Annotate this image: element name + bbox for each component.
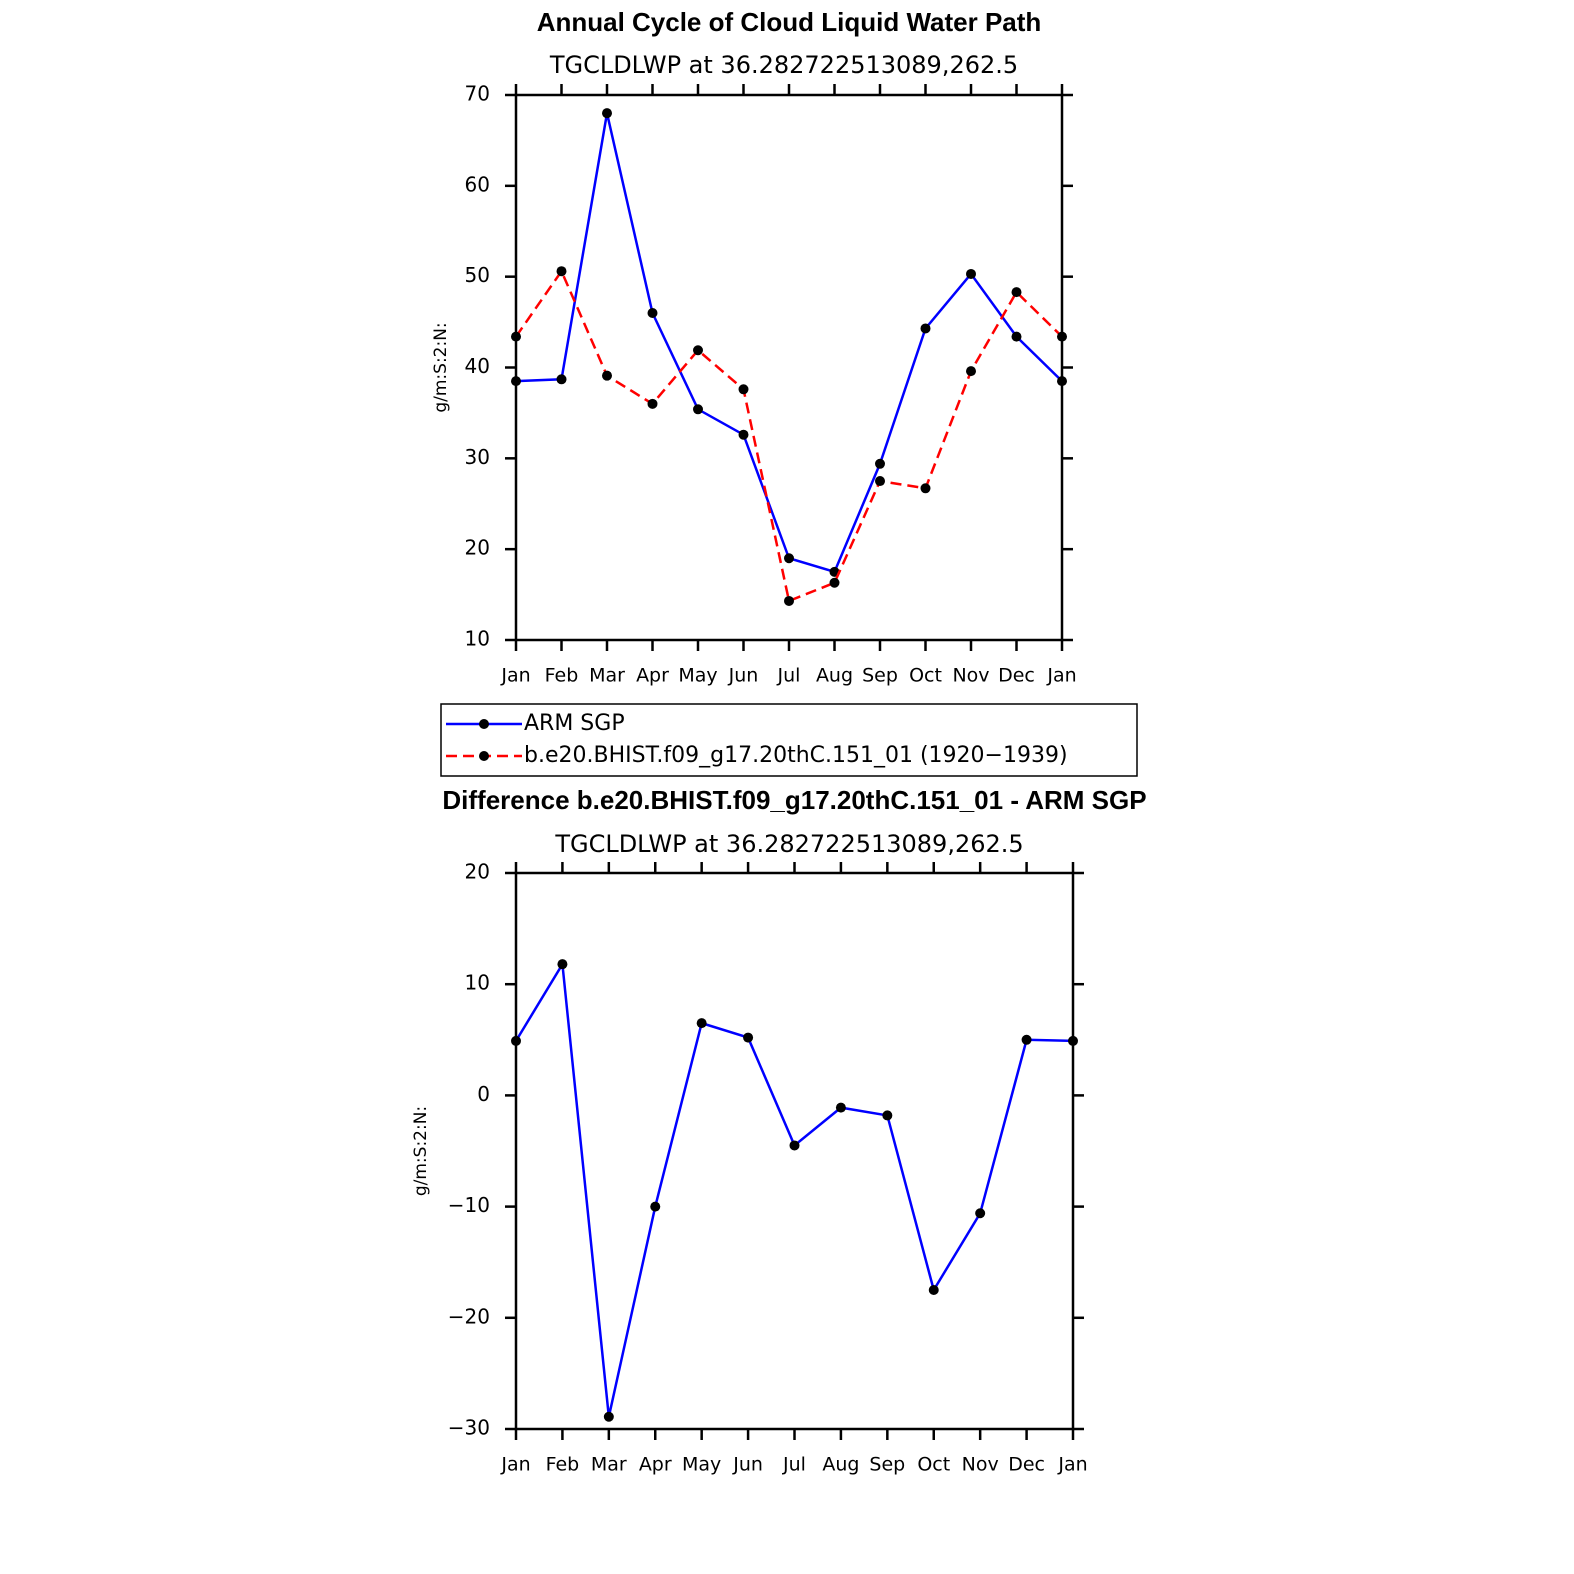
x-tick-label: Apr xyxy=(636,665,669,687)
data-point xyxy=(738,429,749,440)
y-tick-label: 60 xyxy=(465,172,490,196)
y-tick-label: −20 xyxy=(448,1304,490,1328)
data-point xyxy=(920,483,931,494)
data-point xyxy=(975,1208,986,1219)
data-point xyxy=(511,331,521,342)
data-point xyxy=(556,266,567,277)
legend-label: b.e20.BHIST.f09_g17.20thC.151_01 (1920−1… xyxy=(524,743,1068,768)
chart-subtitle: TGCLDLWP at 36.282722513089,262.5 xyxy=(554,830,1023,858)
y-tick-label: −30 xyxy=(448,1416,490,1440)
x-tick-label: Jul xyxy=(777,665,801,687)
x-tick-label: Jan xyxy=(500,1454,530,1476)
y-tick-label: 40 xyxy=(465,354,490,378)
x-tick-label: Jun xyxy=(728,665,759,687)
x-tick-label: May xyxy=(678,665,717,687)
chart-subtitle: TGCLDLWP at 36.282722513089,262.5 xyxy=(549,51,1018,79)
data-point xyxy=(511,376,521,387)
data-point xyxy=(784,595,794,606)
legend-marker xyxy=(479,751,489,761)
data-point xyxy=(602,370,612,381)
x-tick-label: Jan xyxy=(1057,1454,1087,1476)
y-tick-label: 20 xyxy=(465,536,490,560)
y-tick-label: 20 xyxy=(465,860,490,884)
data-point xyxy=(696,1018,707,1029)
data-point xyxy=(693,345,703,356)
data-point xyxy=(789,1140,800,1151)
x-tick-label: Jan xyxy=(500,665,530,687)
data-point xyxy=(1021,1034,1032,1045)
x-tick-label: Jan xyxy=(1046,665,1076,687)
data-point xyxy=(738,384,749,395)
data-line xyxy=(515,112,1063,574)
x-tick-label: Aug xyxy=(822,1454,859,1476)
legend-box xyxy=(440,703,1138,777)
x-tick-label: Apr xyxy=(639,1454,672,1476)
y-tick-label: 70 xyxy=(465,82,490,106)
data-point xyxy=(556,374,567,385)
x-tick-label: Dec xyxy=(1008,1454,1045,1476)
x-tick-label: Nov xyxy=(962,1454,999,1476)
y-axis-label: g/m:S:2:N: xyxy=(411,1106,431,1196)
x-tick-label: Jul xyxy=(782,1454,806,1476)
x-tick-label: Nov xyxy=(952,665,989,687)
data-point xyxy=(966,366,976,377)
data-point xyxy=(784,553,794,564)
data-point xyxy=(875,458,885,469)
data-point xyxy=(928,1285,939,1295)
data-point xyxy=(875,476,885,487)
x-tick-label: Oct xyxy=(909,665,942,687)
x-tick-label: Feb xyxy=(546,1454,580,1476)
y-tick-label: −10 xyxy=(448,1193,490,1217)
x-tick-label: Jun xyxy=(732,1454,763,1476)
data-point xyxy=(743,1032,754,1043)
chart-title: Annual Cycle of Cloud Liquid Water Path xyxy=(537,7,1042,37)
y-tick-label: 10 xyxy=(465,971,490,995)
data-point xyxy=(693,404,703,415)
y-tick-label: 10 xyxy=(465,627,490,651)
data-point xyxy=(647,308,658,318)
data-line xyxy=(514,960,1074,1418)
data-point xyxy=(1011,287,1022,298)
data-point xyxy=(650,1201,661,1212)
y-tick-label: 50 xyxy=(465,263,490,287)
y-axis-label: g/m:S:2:N: xyxy=(431,322,451,412)
data-point xyxy=(647,398,658,409)
data-point xyxy=(1068,1035,1078,1046)
chart-title: Difference b.e20.BHIST.f09_g17.20thC.151… xyxy=(442,785,1146,815)
data-point xyxy=(511,1035,521,1046)
data-point xyxy=(1057,331,1067,342)
y-tick-label: 0 xyxy=(477,1082,490,1106)
x-tick-label: Sep xyxy=(869,1454,905,1476)
x-tick-label: Feb xyxy=(545,665,579,687)
data-point xyxy=(829,577,840,588)
x-tick-label: Oct xyxy=(917,1454,950,1476)
data-point xyxy=(1011,331,1022,342)
data-point xyxy=(882,1110,893,1121)
x-tick-label: Mar xyxy=(591,1454,627,1476)
y-tick-label: 30 xyxy=(465,445,490,469)
x-tick-label: Aug xyxy=(816,665,853,687)
data-point xyxy=(557,959,568,970)
data-line xyxy=(514,268,1063,603)
data-point xyxy=(603,1411,614,1422)
data-point xyxy=(966,268,976,279)
x-tick-label: Sep xyxy=(862,665,898,687)
plot-frame xyxy=(514,871,1075,1431)
data-point xyxy=(920,323,931,334)
x-tick-label: May xyxy=(682,1454,721,1476)
data-point xyxy=(1057,376,1067,387)
x-tick-label: Dec xyxy=(998,665,1035,687)
legend-label: ARM SGP xyxy=(524,711,625,736)
x-tick-label: Mar xyxy=(589,665,625,687)
data-point xyxy=(602,108,612,119)
legend-marker xyxy=(479,719,489,729)
data-point xyxy=(835,1102,846,1113)
